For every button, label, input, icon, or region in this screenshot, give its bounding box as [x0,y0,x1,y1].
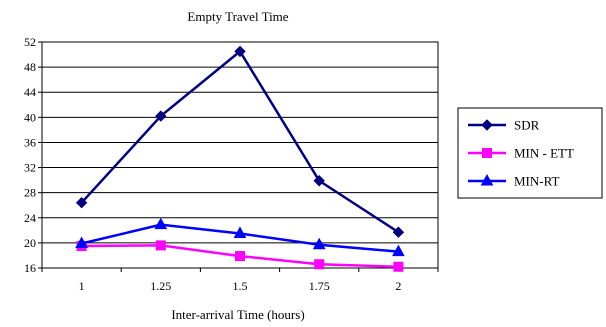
y-tick-label: 36 [24,135,36,149]
y-tick-label: 16 [24,261,36,275]
x-axis-title: Inter-arrival Time (hours) [171,307,304,322]
data-point [314,259,325,270]
y-axis-ticks: 16 20 24 28 32 36 40 44 48 52 [24,35,42,275]
legend-marker [480,173,494,186]
x-tick-label: 1.75 [309,279,330,293]
data-point [75,197,88,209]
legend-marker [482,148,492,158]
legend-label: SDR [514,118,540,133]
data-point [235,251,245,262]
data-point [75,236,88,249]
y-tick-label: 28 [24,186,36,200]
series-0 [75,45,405,238]
legend-item: SDR [468,118,540,133]
data-point [234,45,246,58]
y-tick-label: 24 [24,211,36,225]
series-1 [76,240,404,272]
legend-item: MIN-RT [468,174,559,189]
legend-items: SDR MIN - ETT MIN-RT [468,118,574,189]
data-point [233,226,247,238]
x-tick-label: 1.25 [150,279,171,293]
series-line [80,49,400,234]
y-tick-label: 40 [24,110,36,124]
plot-area [41,41,439,269]
x-tick-label: 2 [395,279,401,293]
legend-label: MIN - ETT [514,146,574,161]
x-axis-ticks: 1 1.25 1.5 1.75 2 [41,268,439,293]
data-point [154,217,168,230]
series-2 [75,217,405,257]
data-point [393,261,404,272]
data-point [392,244,405,257]
series-layer [75,45,405,272]
legend-item: MIN - ETT [468,146,574,161]
data-point [392,226,405,238]
legend-marker [481,119,493,131]
x-tick-label: 1.5 [233,279,248,293]
y-tick-label: 20 [24,236,36,250]
y-tick-label: 44 [24,85,36,99]
data-point [155,110,167,122]
chart-title: Empty Travel Time [187,9,288,24]
data-point [155,240,166,251]
x-tick-label: 1 [79,279,85,293]
data-point [313,175,325,187]
y-tick-label: 52 [24,35,36,49]
legend-label: MIN-RT [514,174,559,189]
y-tick-label: 48 [24,60,36,74]
y-tick-label: 32 [24,161,36,175]
data-point [312,237,326,250]
